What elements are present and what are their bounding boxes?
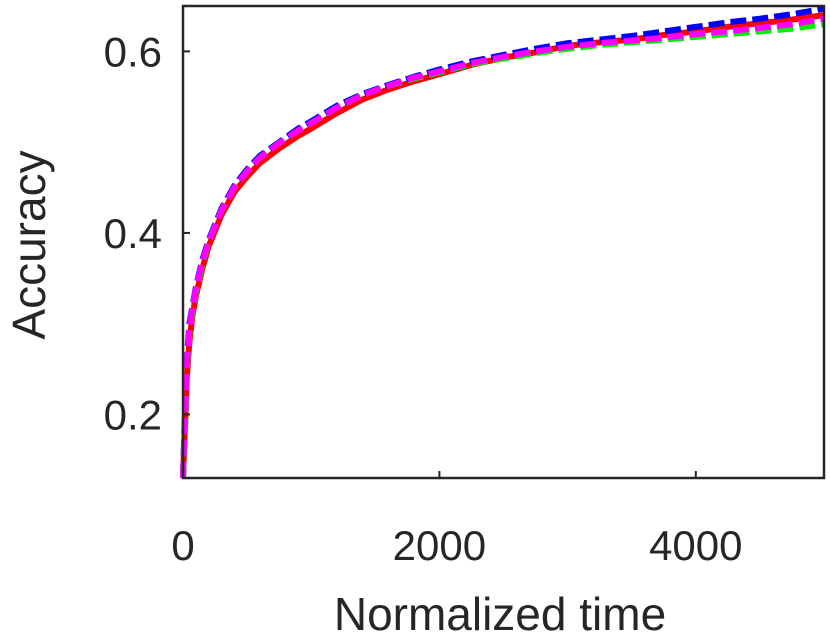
series-line-4 — [180, 15, 825, 479]
x-axis-title: Normalized time — [334, 588, 666, 640]
y-tick-label: 0.6 — [104, 28, 162, 75]
y-axis-title: Accuracy — [3, 150, 55, 339]
x-tick-label: 0 — [171, 522, 194, 569]
plot-frame — [181, 4, 826, 480]
x-tick-label: 2000 — [393, 522, 486, 569]
series-line-2 — [180, 5, 825, 479]
y-axis-ticks: 0.2 0.4 0.6 — [104, 28, 190, 438]
plot-lines — [180, 5, 825, 479]
series-line-1 — [180, 12, 825, 479]
y-tick-label: 0.2 — [104, 391, 162, 438]
x-axis-ticks: 0 2000 4000 — [171, 471, 743, 569]
y-tick-label: 0.4 — [104, 210, 162, 257]
series-line-3 — [180, 21, 825, 479]
x-tick-label: 4000 — [649, 522, 742, 569]
